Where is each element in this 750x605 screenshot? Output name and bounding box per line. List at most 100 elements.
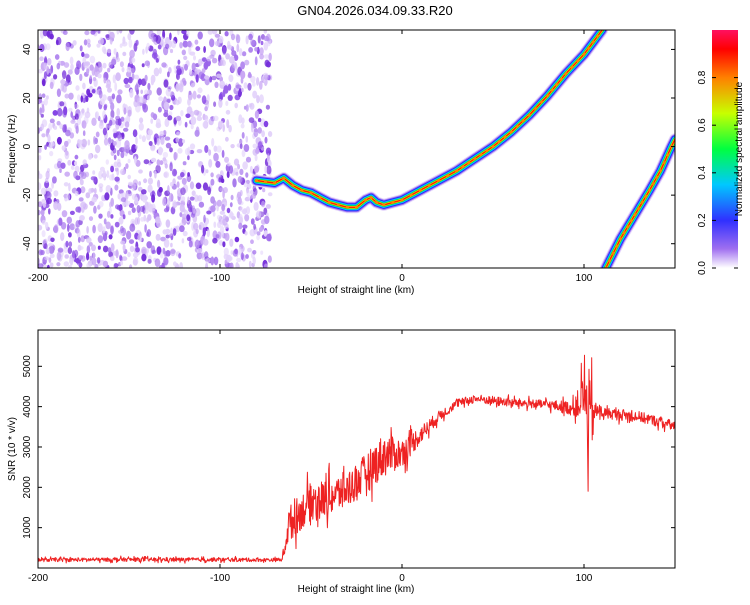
noise-speckle — [108, 234, 113, 240]
noise-speckle — [96, 257, 101, 264]
noise-speckle — [69, 258, 73, 265]
noise-speckle — [74, 190, 79, 197]
noise-speckle — [65, 42, 70, 52]
noise-speckle — [267, 192, 273, 197]
noise-speckle — [122, 51, 127, 57]
noise-speckle — [56, 62, 61, 70]
noise-speckle — [267, 255, 272, 263]
noise-speckle — [38, 263, 44, 268]
noise-speckle — [194, 239, 200, 249]
noise-speckle — [164, 250, 168, 258]
noise-speckle — [64, 254, 69, 259]
noise-speckle — [49, 245, 54, 254]
noise-speckle — [91, 196, 98, 203]
noise-speckle — [87, 43, 91, 48]
noise-speckle — [129, 245, 135, 253]
noise-speckle — [65, 129, 71, 137]
noise-speckle — [125, 191, 129, 199]
noise-speckle — [116, 108, 120, 117]
noise-speckle — [180, 172, 185, 178]
noise-speckle — [239, 214, 243, 223]
noise-speckle — [182, 230, 188, 237]
noise-speckle — [146, 231, 150, 237]
noise-speckle — [68, 232, 72, 238]
noise-speckle — [102, 110, 106, 119]
noise-speckle — [196, 248, 203, 254]
noise-speckle — [86, 107, 90, 114]
main-trace-node — [479, 153, 483, 157]
noise-speckle — [259, 80, 263, 90]
secondary-trace-node — [658, 169, 662, 173]
noise-speckle — [134, 156, 137, 165]
snr-x-tick-label: -200 — [28, 573, 48, 584]
noise-speckle — [98, 201, 104, 208]
noise-speckle — [124, 83, 131, 89]
noise-speckle — [261, 200, 266, 208]
noise-speckle — [237, 176, 243, 183]
noise-speckle — [198, 201, 205, 208]
noise-speckle — [213, 152, 219, 162]
snr-series — [38, 354, 675, 564]
main-trace-node — [582, 52, 586, 56]
noise-speckle — [92, 30, 98, 33]
noise-speckle — [266, 61, 271, 68]
noise-speckle — [53, 125, 58, 130]
noise-speckle — [127, 174, 131, 180]
noise-speckle — [116, 149, 120, 157]
noise-speckle — [74, 104, 79, 109]
noise-speckle — [266, 165, 272, 175]
main-trace-node — [485, 149, 489, 153]
noise-speckle — [264, 136, 268, 144]
colorbar-tick-label: 0.2 — [697, 213, 708, 227]
noise-speckle — [207, 186, 212, 196]
colorbar: 0.0 0.2 0.4 0.6 0.8 Normalized spectral ampl… — [697, 30, 745, 275]
noise-speckle — [163, 257, 169, 266]
noise-speckle — [106, 170, 110, 179]
noise-speckle — [264, 215, 270, 225]
noise-speckle — [84, 30, 90, 36]
noise-speckle — [156, 30, 161, 36]
noise-speckle — [191, 190, 196, 196]
noise-speckle — [228, 212, 235, 219]
noise-speckle — [46, 128, 50, 134]
noise-speckle — [150, 74, 156, 84]
noise-speckle — [66, 216, 73, 224]
main-trace-node — [375, 200, 378, 204]
noise-speckle — [203, 61, 209, 70]
noise-speckle — [42, 202, 47, 208]
noise-speckle — [184, 63, 188, 71]
noise-speckle — [41, 93, 46, 98]
noise-speckle — [138, 181, 142, 186]
noise-speckle — [167, 115, 173, 121]
main-trace-node — [309, 191, 313, 195]
noise-speckle — [244, 59, 250, 66]
noise-speckle — [110, 109, 115, 119]
noise-speckle — [69, 210, 75, 215]
noise-speckle — [75, 85, 80, 91]
noise-speckle — [169, 147, 173, 153]
noise-speckle — [180, 187, 186, 196]
noise-speckle — [219, 210, 226, 215]
noise-speckle — [248, 33, 253, 41]
noise-speckle — [157, 106, 162, 113]
noise-speckle — [255, 210, 262, 219]
noise-speckle — [60, 79, 66, 85]
main-trace-node — [550, 88, 554, 92]
noise-speckle — [156, 118, 161, 127]
noise-speckle — [112, 74, 117, 84]
noise-speckle — [263, 30, 267, 34]
noise-speckle — [256, 95, 260, 104]
noise-speckle — [105, 221, 111, 230]
noise-speckle — [218, 98, 223, 108]
noise-speckle — [189, 204, 193, 212]
noise-speckle — [266, 153, 270, 161]
noise-speckle — [86, 38, 91, 45]
main-trace-node — [369, 196, 373, 200]
noise-speckle — [171, 40, 177, 49]
noise-speckle — [45, 247, 50, 255]
noise-speckle — [178, 83, 184, 93]
noise-speckle — [180, 110, 184, 117]
noise-speckle — [49, 33, 54, 40]
noise-speckle — [48, 208, 51, 215]
